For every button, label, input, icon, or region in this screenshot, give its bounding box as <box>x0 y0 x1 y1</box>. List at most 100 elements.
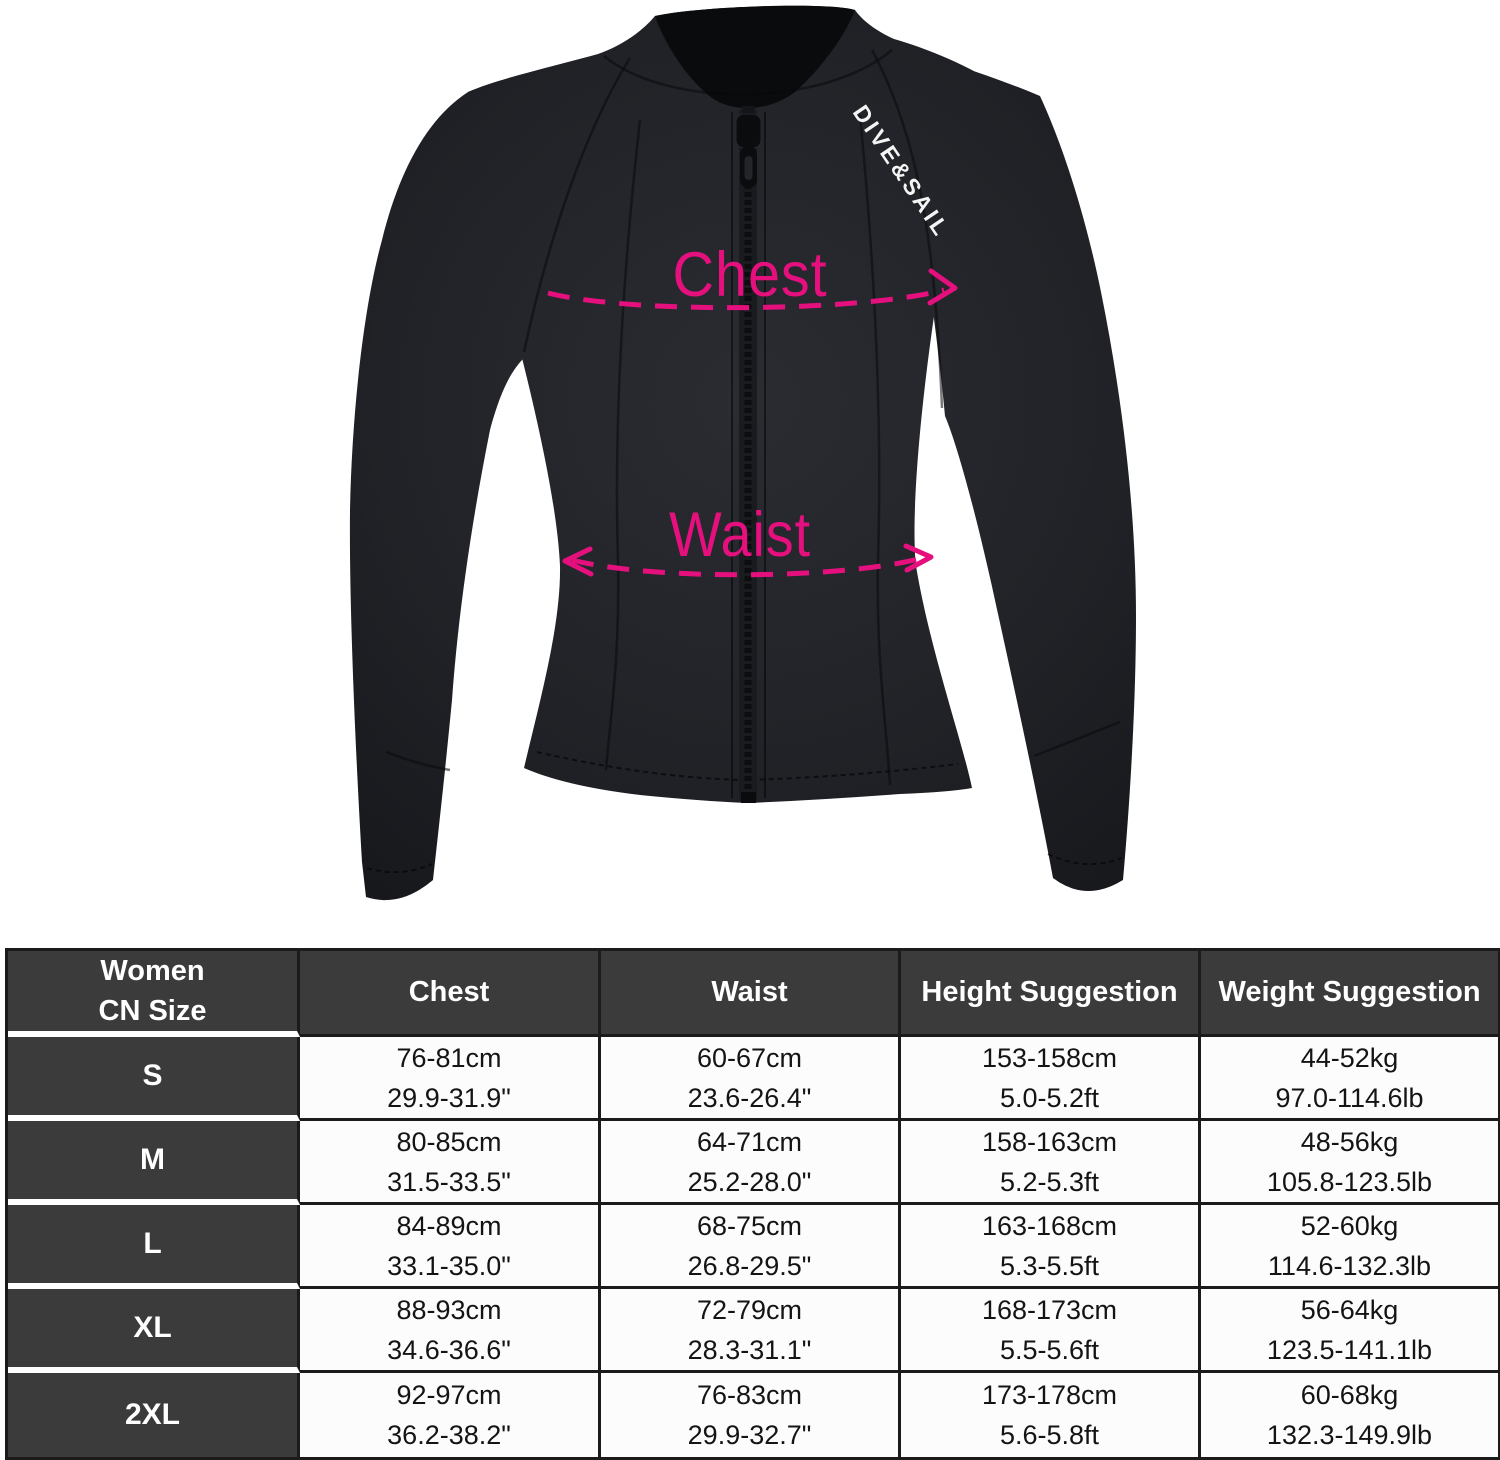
value-cm: 84-89cm <box>396 1210 502 1241</box>
value-ft: 5.0-5.2ft <box>999 1082 1100 1113</box>
size-cell: L <box>8 1205 300 1289</box>
value-kg: 60-68kg <box>1300 1380 1399 1410</box>
chest-arrow-icon <box>927 268 958 306</box>
size-cell: 2XL <box>8 1373 300 1457</box>
chest-cell: 76-81cm 29.9-31.9" <box>300 1037 601 1121</box>
header-size-line2: CN Size <box>98 995 207 1027</box>
value-lb: 123.5-141.1lb <box>1266 1334 1433 1365</box>
value-cm: 88-93cm <box>396 1294 502 1325</box>
value-ft: 5.5-5.6ft <box>999 1334 1100 1365</box>
value-in: 33.1-35.0" <box>387 1250 511 1281</box>
value-in: 29.9-31.9" <box>387 1082 511 1113</box>
size-cell: M <box>8 1121 300 1205</box>
waist-cell: 60-67cm 23.6-26.4" <box>601 1037 901 1121</box>
value-lb: 114.6-132.3lb <box>1267 1250 1432 1281</box>
wetsuit-illustration: DIVE&SAIL Chest Waist <box>349 5 1136 901</box>
wetsuit-torso <box>468 5 1008 804</box>
weight-cell: 60-68kg 132.3-149.9lb <box>1201 1373 1498 1457</box>
value-cm: 168-173cm <box>981 1294 1118 1325</box>
value-in: 28.3-31.1" <box>687 1334 812 1365</box>
waist-arrow-right-icon <box>903 543 934 573</box>
wetsuit-left-sleeve <box>349 50 615 901</box>
value-in: 31.5-33.5" <box>387 1166 511 1197</box>
value-kg: 48-56kg <box>1300 1126 1399 1157</box>
value-in: 34.6-36.6" <box>387 1334 511 1365</box>
chest-measurement: Chest <box>547 240 958 311</box>
size-cell: XL <box>8 1289 300 1373</box>
value-ft: 5.2-5.3ft <box>999 1166 1100 1197</box>
collar-opening <box>655 5 855 109</box>
value-cm: 76-83cm <box>696 1380 803 1410</box>
value-lb: 97.0-114.6lb <box>1275 1082 1424 1113</box>
value-cm: 72-79cm <box>696 1294 803 1325</box>
waist-cell: 72-79cm 28.3-31.1" <box>601 1289 901 1373</box>
height-cell: 163-168cm 5.3-5.5ft <box>901 1205 1201 1289</box>
waist-measurement: Waist <box>562 500 934 578</box>
value-cm: 158-163cm <box>981 1126 1118 1157</box>
value-cm: 173-178cm <box>981 1380 1118 1410</box>
product-photo: DIVE&SAIL Chest Waist <box>349 5 1136 901</box>
waist-cell: 68-75cm 26.8-29.5" <box>601 1205 901 1289</box>
height-cell: 173-178cm 5.6-5.8ft <box>901 1373 1201 1457</box>
weight-cell: 56-64kg 123.5-141.1lb <box>1201 1289 1498 1373</box>
table-row: 2XL 92-97cm 36.2-38.2" 76-83cm 29.9-32.7… <box>8 1373 1498 1457</box>
value-cm: 80-85cm <box>396 1126 502 1157</box>
value-in: 26.8-29.5" <box>687 1250 812 1281</box>
chest-measure-line <box>547 287 945 311</box>
value-lb: 132.3-149.9lb <box>1266 1420 1433 1450</box>
chest-cell: 84-89cm 33.1-35.0" <box>300 1205 601 1289</box>
waist-cell: 64-71cm 25.2-28.0" <box>601 1121 901 1205</box>
table-row: M 80-85cm 31.5-33.5" 64-71cm 25.2-28.0" … <box>8 1121 1498 1205</box>
zipper-track <box>739 110 757 800</box>
zipper-pull-hole <box>744 156 753 180</box>
table-row: S 76-81cm 29.9-31.9" 60-67cm 23.6-26.4" … <box>8 1037 1498 1121</box>
waist-arrow-left-icon <box>562 546 594 577</box>
weight-cell: 52-60kg 114.6-132.3lb <box>1201 1205 1498 1289</box>
value-in: 25.2-28.0" <box>687 1166 812 1197</box>
header-weight: Weight Suggestion <box>1201 951 1498 1037</box>
value-in: 29.9-32.7" <box>687 1420 812 1450</box>
zipper-bottom-box <box>741 792 756 803</box>
chest-label: Chest <box>673 240 828 310</box>
table-row: L 84-89cm 33.1-35.0" 68-75cm 26.8-29.5" … <box>8 1205 1498 1289</box>
chest-cell: 80-85cm 31.5-33.5" <box>300 1121 601 1205</box>
waist-label: Waist <box>669 500 811 570</box>
size-chart-table: Women CN Size Chest Waist Height Suggest… <box>5 948 1500 1460</box>
height-cell: 158-163cm 5.2-5.3ft <box>901 1121 1201 1205</box>
value-ft: 5.3-5.5ft <box>999 1250 1100 1281</box>
zipper <box>731 106 766 803</box>
height-cell: 168-173cm 5.5-5.6ft <box>901 1289 1201 1373</box>
chest-cell: 92-97cm 36.2-38.2" <box>300 1373 601 1457</box>
value-cm: 153-158cm <box>981 1042 1118 1073</box>
value-lb: 105.8-123.5lb <box>1266 1166 1433 1197</box>
value-ft: 5.6-5.8ft <box>999 1420 1100 1450</box>
value-cm: 92-97cm <box>396 1380 502 1410</box>
header-size: Women CN Size <box>8 951 300 1037</box>
value-kg: 44-52kg <box>1300 1042 1399 1073</box>
value-cm: 68-75cm <box>696 1210 803 1241</box>
weight-cell: 48-56kg 105.8-123.5lb <box>1201 1121 1498 1205</box>
value-cm: 76-81cm <box>396 1042 502 1073</box>
value-cm: 163-168cm <box>981 1210 1118 1241</box>
height-cell: 153-158cm 5.0-5.2ft <box>901 1037 1201 1121</box>
header-chest: Chest <box>300 951 601 1037</box>
waist-cell: 76-83cm 29.9-32.7" <box>601 1373 901 1457</box>
header-waist: Waist <box>601 951 901 1037</box>
header-size-line1: Women <box>100 955 205 987</box>
value-cm: 60-67cm <box>696 1042 803 1073</box>
zipper-slider <box>735 113 762 149</box>
waist-measure-line <box>571 555 923 578</box>
value-in: 23.6-26.4" <box>687 1082 812 1113</box>
value-cm: 64-71cm <box>696 1126 803 1157</box>
chest-cell: 88-93cm 34.6-36.6" <box>300 1289 601 1373</box>
size-cell: S <box>8 1037 300 1121</box>
weight-cell: 44-52kg 97.0-114.6lb <box>1201 1037 1498 1121</box>
header-height: Height Suggestion <box>901 951 1201 1037</box>
value-kg: 52-60kg <box>1300 1210 1399 1241</box>
table-row: XL 88-93cm 34.6-36.6" 72-79cm 28.3-31.1"… <box>8 1289 1498 1373</box>
value-in: 36.2-38.2" <box>387 1420 511 1450</box>
wetsuit-right-sleeve <box>878 44 1136 892</box>
value-kg: 56-64kg <box>1300 1294 1399 1325</box>
table-header-row: Women CN Size Chest Waist Height Suggest… <box>8 951 1498 1037</box>
